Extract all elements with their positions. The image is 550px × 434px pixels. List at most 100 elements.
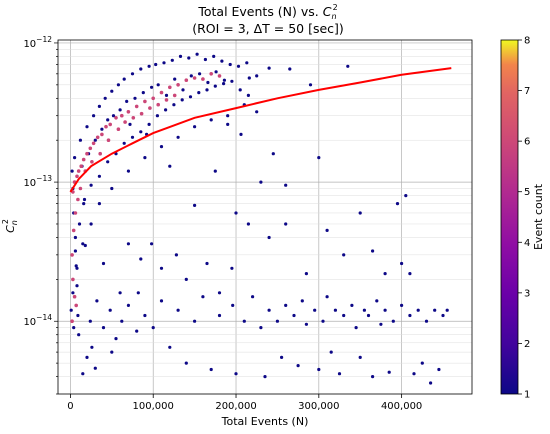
data-point xyxy=(379,322,383,326)
plot-frame xyxy=(57,39,473,395)
fit-line xyxy=(69,67,452,193)
data-point xyxy=(246,222,250,226)
data-point xyxy=(239,132,243,136)
data-point xyxy=(172,103,176,107)
data-point xyxy=(213,84,217,88)
data-point xyxy=(98,151,102,156)
colorbar-tick-label: 6 xyxy=(524,137,530,148)
data-point xyxy=(156,83,160,87)
data-point xyxy=(85,355,89,359)
colorbar-tick-label: 7 xyxy=(524,86,530,97)
data-point xyxy=(242,319,246,323)
data-point xyxy=(424,319,429,323)
data-point xyxy=(342,313,346,318)
data-point xyxy=(126,169,130,173)
data-point xyxy=(103,96,107,100)
data-point xyxy=(110,350,114,354)
data-point xyxy=(159,145,164,149)
data-point xyxy=(89,183,93,187)
data-point xyxy=(206,80,210,85)
data-point xyxy=(70,169,74,173)
data-point xyxy=(101,326,106,330)
data-point xyxy=(184,361,188,365)
data-point xyxy=(275,319,279,323)
data-point xyxy=(267,66,271,70)
data-point xyxy=(172,93,177,98)
data-point xyxy=(116,83,120,87)
data-point xyxy=(247,76,251,80)
data-point xyxy=(114,116,118,120)
data-point xyxy=(184,78,189,82)
data-point xyxy=(101,261,106,266)
data-point xyxy=(106,138,111,142)
data-point xyxy=(81,372,85,376)
data-point xyxy=(308,83,313,87)
data-point xyxy=(234,211,238,215)
y-tick-label: 10−12 xyxy=(23,35,52,50)
data-point xyxy=(228,62,232,67)
data-point xyxy=(325,228,329,232)
data-point xyxy=(226,122,230,126)
data-point xyxy=(110,89,114,93)
data-point xyxy=(139,130,143,134)
data-point xyxy=(82,202,86,206)
data-points xyxy=(69,52,449,385)
data-point xyxy=(173,77,177,81)
data-point xyxy=(78,138,82,142)
data-point xyxy=(76,197,80,202)
data-point xyxy=(178,54,183,59)
data-point xyxy=(437,367,441,372)
chart-title-line2: (ROI = 3, ΔT = 50 [sec]) xyxy=(192,21,344,36)
data-point xyxy=(313,308,317,312)
data-point xyxy=(263,375,267,379)
data-point xyxy=(104,124,108,129)
data-point xyxy=(71,291,75,295)
data-point xyxy=(371,249,375,253)
data-point xyxy=(383,272,387,276)
data-point xyxy=(85,151,89,156)
data-point xyxy=(317,367,321,372)
colorbar-tick-label: 1 xyxy=(524,390,530,401)
data-point xyxy=(346,64,350,68)
data-point xyxy=(164,98,169,102)
data-point xyxy=(75,266,79,270)
data-point xyxy=(82,197,87,202)
data-point xyxy=(69,308,73,312)
data-point xyxy=(193,319,197,323)
data-point xyxy=(135,329,139,333)
data-point xyxy=(154,62,158,67)
data-point xyxy=(400,303,404,307)
data-point xyxy=(288,67,292,71)
data-point xyxy=(203,57,207,62)
data-point xyxy=(217,291,222,295)
data-point xyxy=(70,319,74,324)
data-point xyxy=(429,381,433,385)
data-point xyxy=(136,291,140,295)
data-point xyxy=(220,59,224,63)
data-point xyxy=(83,243,87,248)
y-axis-title: Cn2 xyxy=(1,219,19,233)
data-point xyxy=(238,88,242,92)
data-point xyxy=(325,295,329,299)
data-point xyxy=(148,106,152,110)
data-point xyxy=(284,222,288,226)
data-point xyxy=(147,122,151,126)
data-point xyxy=(284,303,288,307)
data-point xyxy=(201,77,205,81)
data-point xyxy=(433,308,437,312)
data-point xyxy=(77,222,82,226)
data-point xyxy=(106,160,110,164)
data-point xyxy=(168,164,172,168)
colorbar-label: Event count xyxy=(532,183,545,250)
data-point xyxy=(118,108,122,112)
data-point xyxy=(358,355,362,359)
data-point xyxy=(131,116,136,120)
data-point xyxy=(141,91,145,95)
colorbar-tick-label: 5 xyxy=(524,187,530,198)
data-point xyxy=(134,104,139,109)
colorbar-tick-label: 3 xyxy=(524,288,530,299)
data-point xyxy=(95,299,99,303)
data-point xyxy=(139,111,144,116)
data-point xyxy=(174,253,178,257)
